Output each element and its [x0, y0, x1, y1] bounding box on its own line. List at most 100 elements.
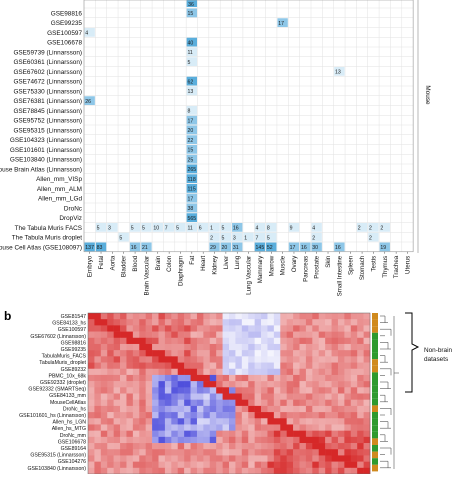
corr-cell: [331, 343, 339, 351]
corr-cell: [222, 374, 230, 382]
corr-cell: [363, 412, 371, 419]
corr-cell: [139, 405, 146, 413]
corr-cell: [350, 436, 358, 444]
corr-cell: [209, 319, 217, 326]
corr-cell: [184, 319, 191, 326]
corr-cell: [100, 455, 108, 462]
corr-cell: [325, 443, 332, 450]
corr-cell: [120, 368, 127, 376]
corr-row-label: GSE92332 (droplet): [40, 380, 86, 386]
corr-cell: [190, 418, 198, 425]
corr-cell: [318, 356, 326, 363]
corr-cell: [305, 393, 313, 400]
corr-cell: [312, 393, 320, 400]
corr-cell: [325, 374, 332, 382]
corr-cell: [261, 436, 268, 444]
corr-cell: [267, 449, 275, 456]
corr-cell: [325, 381, 332, 388]
corr-cell: [164, 343, 172, 351]
corr-cell: [254, 399, 262, 407]
corr-cell: [196, 381, 204, 388]
corr-cell: [293, 399, 300, 407]
corr-cell: [132, 356, 140, 363]
corr-cell: [184, 461, 191, 469]
corr-cell: [363, 461, 371, 469]
corr-cell: [171, 430, 179, 438]
corr-cell: [94, 449, 102, 456]
heatmap-cell: [311, 242, 322, 252]
corr-cell: [305, 374, 313, 382]
corr-cell: [293, 449, 300, 456]
corr-cell: [357, 449, 364, 456]
heatmap-cell: [266, 242, 277, 252]
corr-cell: [280, 393, 287, 400]
heatmap-cell-value: 5: [222, 226, 225, 232]
corr-cell: [261, 350, 268, 357]
corr-cell: [241, 325, 249, 332]
corr-cell: [229, 325, 236, 332]
column-label: Prostate: [314, 255, 321, 279]
corr-cell: [177, 399, 185, 407]
corr-cell: [293, 319, 300, 326]
row-label: GSE78845 (Linnarsson): [13, 108, 82, 115]
corr-cell: [145, 461, 153, 469]
corr-cell: [229, 443, 236, 450]
corr-cell: [88, 368, 95, 376]
corr-cell: [350, 405, 358, 413]
corr-cell: [312, 381, 320, 388]
corr-cell: [113, 356, 121, 363]
group-color-cell: [372, 458, 378, 465]
group-color-cell: [372, 392, 378, 399]
corr-cell: [357, 374, 364, 382]
corr-cell: [235, 350, 243, 357]
corr-cell: [344, 337, 352, 345]
corr-cell: [145, 424, 153, 431]
panel-b-label: b: [4, 309, 11, 323]
corr-cell: [126, 350, 134, 357]
corr-cell: [273, 374, 281, 382]
corr-cell: [152, 461, 159, 469]
corr-cell: [235, 412, 243, 419]
corr-cell: [299, 319, 307, 326]
corr-cell: [363, 343, 371, 351]
corr-cell: [337, 412, 345, 419]
corr-cell: [363, 467, 371, 475]
corr-cell: [273, 362, 281, 370]
corr-cell: [145, 412, 153, 419]
corr-cell: [305, 449, 313, 456]
heatmap-cell: [220, 232, 232, 242]
corr-cell: [216, 467, 223, 475]
corr-cell: [305, 405, 313, 413]
corr-cell: [107, 399, 114, 407]
corr-cell: [184, 443, 191, 450]
corr-cell: [164, 443, 172, 450]
column-label: Diaphragm: [177, 256, 184, 286]
corr-cell: [357, 455, 364, 462]
corr-cell: [363, 449, 371, 456]
heatmap-cell-value: 2: [358, 226, 361, 232]
corr-cell: [139, 337, 146, 345]
corr-cell: [241, 393, 249, 400]
corr-row-label: GSE84133_mm: [49, 393, 86, 399]
corr-cell: [177, 393, 185, 400]
corr-cell: [248, 449, 255, 456]
corr-cell: [113, 362, 121, 370]
corr-cell: [293, 325, 300, 332]
heatmap-cell: [186, 154, 197, 164]
heatmap-cell-value: 4: [256, 226, 259, 232]
group-color-cell: [372, 372, 378, 379]
corr-cell: [363, 424, 371, 431]
heatmap-cell-value: 2: [312, 235, 315, 241]
corr-cell: [145, 325, 153, 332]
corr-cell: [318, 424, 326, 431]
corr-cell: [164, 399, 172, 407]
heatmap-cell: [152, 223, 163, 232]
corr-cell: [248, 455, 255, 462]
corr-cell: [171, 424, 179, 431]
corr-cell: [132, 319, 140, 326]
corr-cell: [357, 461, 364, 469]
corr-cell: [190, 424, 198, 431]
corr-cell: [305, 350, 313, 357]
corr-cell: [293, 467, 300, 475]
corr-cell: [94, 368, 102, 376]
